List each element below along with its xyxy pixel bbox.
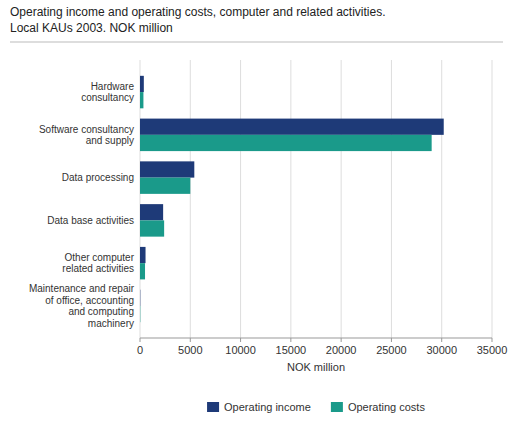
bar: Operating costs: 30	[140, 306, 141, 322]
bar: Operating income: 550	[140, 247, 146, 263]
bars: Operating income: 30 Operating income: 55…	[140, 76, 444, 322]
grid-line	[240, 60, 241, 338]
grid-line	[492, 60, 493, 338]
bar: Operating income: 30200	[140, 119, 444, 135]
x-tick	[240, 338, 241, 342]
x-tick-label: 5000	[178, 344, 202, 356]
y-tick-label: Hardwareconsultancy	[81, 81, 134, 104]
title-separator	[10, 42, 503, 43]
bar: Operating income: 380	[140, 76, 144, 92]
x-axis-label: NOK million	[287, 361, 345, 373]
x-tick	[341, 338, 342, 342]
legend-item: Operating costs	[331, 401, 426, 413]
grid-line	[441, 60, 442, 338]
x-tick-label: 10000	[225, 344, 256, 356]
x-tick	[441, 338, 442, 342]
legend-item: Operating income	[207, 401, 311, 413]
y-tick-label: Other computerrelated activities	[62, 252, 134, 275]
x-tick-label: 20000	[326, 344, 357, 356]
bar: Operating costs: 340	[140, 92, 143, 108]
bar: Operating costs: 5000	[140, 178, 190, 194]
bar: Operating costs: 500	[140, 263, 145, 279]
legend: Operating income Operating costs	[207, 401, 425, 413]
grid-line	[341, 60, 342, 338]
y-tick-label: Software consultancyand supply	[39, 124, 134, 147]
y-tick-label: Maintenance and repairof office, account…	[29, 283, 135, 329]
legend-swatch	[207, 402, 219, 412]
legend-swatch	[331, 402, 343, 412]
x-tick-label: 15000	[276, 344, 307, 356]
y-axis: Maintenance and repairof office, account…	[29, 81, 135, 329]
x-tick	[391, 338, 392, 342]
x-axis: 0 5000 10000 15000 20000 25000 30000 35000	[137, 338, 507, 356]
x-tick	[140, 338, 141, 342]
bar: Operating costs: 29000	[140, 135, 432, 151]
chart-svg: Operating income and operating costs, co…	[0, 0, 513, 421]
bar: Operating income: 5400	[140, 161, 194, 177]
bar: Operating income: 30	[140, 290, 141, 306]
x-tick-label: 30000	[426, 344, 457, 356]
y-tick-label: Data base activities	[47, 215, 134, 226]
x-tick-label: 0	[137, 344, 143, 356]
bar: Operating costs: 2400	[140, 220, 164, 236]
grid-line	[290, 60, 291, 338]
bar: Operating income: 2300	[140, 204, 163, 220]
legend-label: Operating income	[224, 401, 311, 413]
subtitle: Local KAUs 2003. NOK million	[10, 21, 173, 35]
title: Operating income and operating costs, co…	[10, 5, 386, 19]
grid-line	[190, 60, 191, 338]
x-tick-label: 35000	[477, 344, 508, 356]
grid	[140, 60, 492, 338]
y-tick-label: Data processing	[62, 172, 134, 183]
grid-line	[391, 60, 392, 338]
legend-label: Operating costs	[348, 401, 426, 413]
chart-container: Operating income and operating costs, co…	[0, 0, 513, 421]
x-tick	[190, 338, 191, 342]
x-tick	[290, 338, 291, 342]
x-tick-label: 25000	[376, 344, 407, 356]
x-axis-line	[140, 338, 492, 339]
x-tick	[492, 338, 493, 342]
